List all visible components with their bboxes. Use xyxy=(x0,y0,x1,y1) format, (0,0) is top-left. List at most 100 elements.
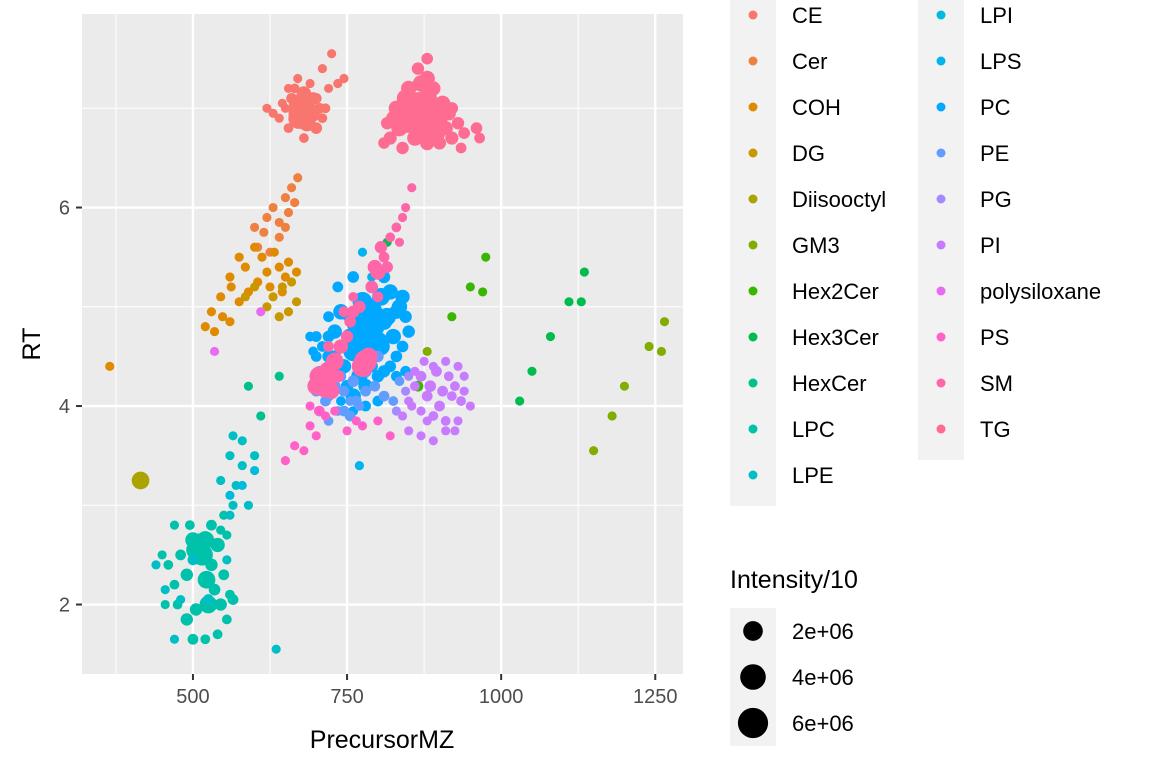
data-point xyxy=(222,555,232,565)
data-point xyxy=(390,350,403,363)
legend-item-tg: TG xyxy=(936,417,1011,442)
data-point xyxy=(268,292,278,302)
data-point xyxy=(348,291,359,302)
data-point xyxy=(357,247,368,257)
legend-item-sm: SM xyxy=(936,371,1013,396)
series-ce xyxy=(262,49,349,143)
data-point xyxy=(180,613,193,626)
data-point xyxy=(445,131,459,145)
data-point xyxy=(280,456,290,466)
data-point xyxy=(169,520,180,530)
size-legend-label: 4e+06 xyxy=(792,665,854,690)
data-point xyxy=(411,62,425,75)
data-point xyxy=(441,426,451,436)
legend-swatch xyxy=(936,10,946,20)
x-tick-label: 1000 xyxy=(479,686,524,708)
data-point xyxy=(293,173,303,183)
series-coh xyxy=(105,242,302,371)
series-polysiloxane xyxy=(209,307,266,357)
data-point xyxy=(197,570,216,589)
data-point xyxy=(268,202,278,213)
data-point xyxy=(225,451,235,461)
data-point xyxy=(455,142,467,154)
data-point xyxy=(310,92,322,104)
data-point xyxy=(372,291,384,303)
data-point xyxy=(274,312,284,322)
data-point xyxy=(407,183,417,193)
data-point xyxy=(330,406,340,416)
legend-label: LPI xyxy=(980,3,1013,28)
data-point xyxy=(450,381,460,392)
legend-label: PG xyxy=(980,187,1012,212)
legend-item-hex3cer: Hex3Cer xyxy=(748,325,879,350)
data-point xyxy=(391,406,401,416)
data-point xyxy=(196,531,215,549)
data-point xyxy=(338,385,350,397)
data-point xyxy=(237,461,247,471)
legend-item-pe: PE xyxy=(936,141,1009,166)
data-point xyxy=(325,352,344,371)
data-point xyxy=(515,396,525,406)
data-point xyxy=(410,366,420,376)
legend-item-polysiloxane: polysiloxane xyxy=(936,279,1101,304)
data-point xyxy=(323,341,334,352)
data-point xyxy=(421,390,433,402)
data-point xyxy=(180,568,193,581)
data-point xyxy=(323,311,334,323)
data-point xyxy=(396,340,409,353)
data-point xyxy=(619,381,630,391)
data-point xyxy=(200,634,211,645)
data-point xyxy=(283,307,294,317)
legend-label: COH xyxy=(792,95,841,120)
data-point xyxy=(291,297,302,307)
legend-item-dg: DG xyxy=(748,141,825,166)
data-point xyxy=(222,530,232,540)
legend-item-lpc: LPC xyxy=(748,417,835,442)
legend-label: HexCer xyxy=(792,371,867,396)
data-point xyxy=(445,102,459,115)
data-point xyxy=(157,550,167,560)
data-point xyxy=(385,232,396,243)
legend-swatch xyxy=(748,10,758,20)
data-point xyxy=(310,122,323,134)
size-legend-label: 2e+06 xyxy=(792,619,854,644)
data-point xyxy=(225,510,235,520)
data-point xyxy=(401,202,411,213)
data-point xyxy=(250,242,260,252)
data-point xyxy=(388,396,399,406)
legend-swatch xyxy=(748,286,758,296)
legend-label: SM xyxy=(980,371,1013,396)
data-point xyxy=(564,297,574,307)
legend-label: LPC xyxy=(792,417,835,442)
legend-label: PE xyxy=(980,141,1009,166)
data-point xyxy=(317,64,327,74)
legend-item-lps: LPS xyxy=(936,49,1022,74)
data-point xyxy=(397,212,408,223)
data-point xyxy=(160,599,170,610)
data-point xyxy=(280,193,290,203)
data-point xyxy=(432,136,447,150)
data-points xyxy=(105,49,670,654)
legend-item-ps: PS xyxy=(936,325,1009,350)
data-point xyxy=(333,78,343,89)
data-point xyxy=(206,307,217,317)
data-point xyxy=(422,416,432,426)
size-legend-swatch xyxy=(737,707,769,739)
data-point xyxy=(428,361,438,371)
data-point xyxy=(644,341,654,352)
data-point xyxy=(421,52,434,65)
series-hexcer xyxy=(243,371,284,421)
series-pg xyxy=(391,371,414,416)
series-pi xyxy=(397,356,475,446)
data-point xyxy=(256,411,266,421)
data-point xyxy=(305,421,315,431)
legend-label: DG xyxy=(792,141,825,166)
legend-swatch xyxy=(748,148,758,158)
legend-swatch xyxy=(936,102,946,112)
data-point xyxy=(269,247,279,257)
legend-item-coh: COH xyxy=(748,95,841,120)
legend-item-ce: CE xyxy=(748,3,823,28)
data-point xyxy=(453,416,463,426)
data-point xyxy=(478,287,488,297)
